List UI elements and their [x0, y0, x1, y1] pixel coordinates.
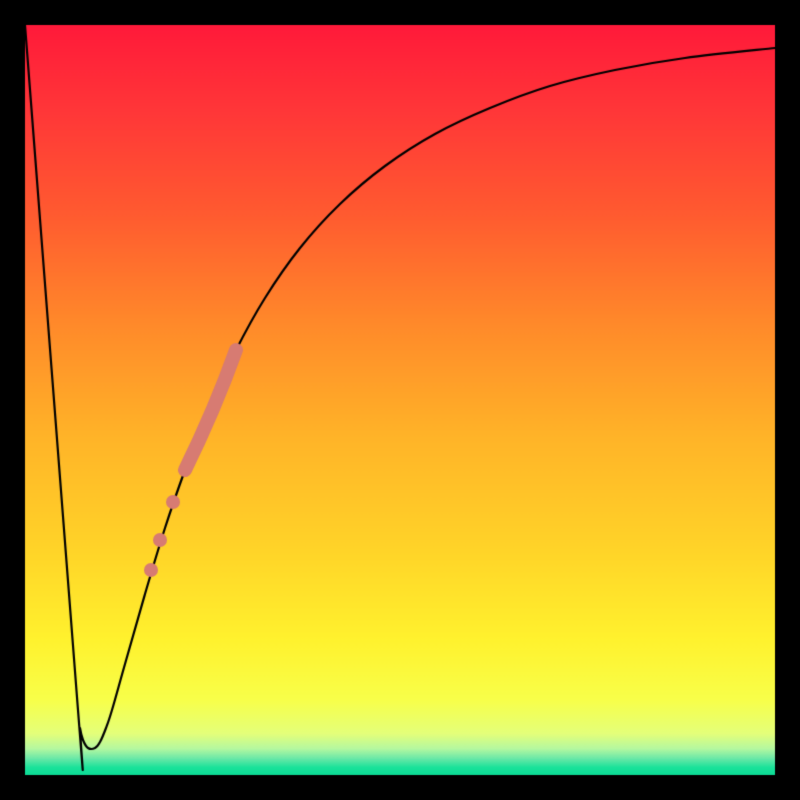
bottleneck-chart [0, 0, 800, 800]
